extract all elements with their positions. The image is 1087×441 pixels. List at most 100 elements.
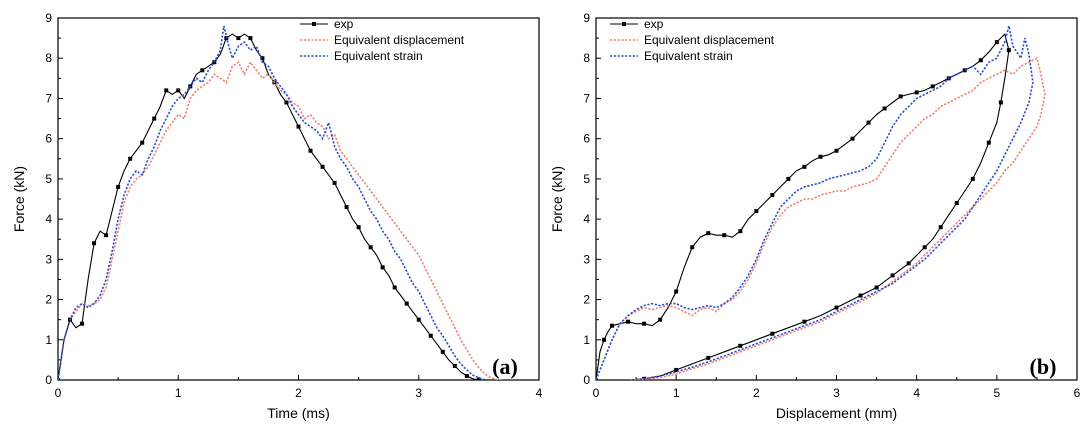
series-marker [898,94,903,99]
series-marker [332,180,337,185]
panel-label: (a) [492,354,518,379]
series-marker [452,363,457,368]
series-marker [802,319,807,324]
x-tick-label: 0 [593,386,600,400]
series-marker [834,148,839,153]
series-marker [938,225,943,230]
series-marker [248,36,253,41]
series-marker [658,317,663,322]
x-tick-label: 3 [415,386,422,400]
series-marker [802,164,807,169]
series-marker [610,323,615,328]
series-marker [356,225,361,230]
series-marker [296,124,301,129]
x-axis-label: Time (ms) [267,405,329,421]
series-marker [404,301,409,306]
y-tick-label: 5 [45,172,52,186]
panel-b-chart: 0 1 2 3 4 5 6 0 1 2 3 4 5 6 7 8 9 Displacement (mm) Force … [549,11,1081,421]
series-marker [834,305,839,310]
series-marker [706,231,711,236]
series-marker [164,88,169,93]
series-marker [874,285,879,290]
y-tick-label: 7 [583,91,590,105]
series-marker [674,367,679,372]
y-tick-label: 7 [45,91,52,105]
series-line-0 [58,33,480,380]
x-tick-label: 5 [993,386,1000,400]
series-marker [464,373,469,378]
series-marker [392,285,397,290]
series-marker [380,265,385,270]
series-marker [344,205,349,210]
series-marker [116,184,121,189]
y-tick-label: 1 [583,333,590,347]
legend-label: Equivalent displacement [334,33,465,47]
series-marker [128,156,133,161]
series-marker [104,233,109,238]
series-marker [970,176,975,181]
legend-marker [312,22,316,26]
x-tick-label: 4 [913,386,920,400]
series-marker [722,233,727,238]
y-tick-label: 8 [45,51,52,65]
series-marker [674,289,679,294]
x-tick-label: 2 [753,386,760,400]
plot-frame [595,17,1078,381]
series-marker [428,333,433,338]
y-axis-label: Force (kN) [549,166,565,232]
series-line-0 [596,33,1010,380]
x-tick-label: 0 [55,386,62,400]
series-marker [858,293,863,298]
y-tick-label: 5 [583,172,590,186]
series-marker [818,154,823,159]
panel-a-chart: 0 1 2 3 4 0 1 2 3 4 5 6 7 8 9 Time (ms) Force (kN) exp Equ… [11,11,543,421]
y-tick-label: 9 [583,11,590,25]
y-tick-label: 3 [45,252,52,266]
series-marker [140,140,145,145]
legend-label: exp [644,17,664,31]
series-marker [1006,48,1011,53]
series-marker [770,192,775,197]
x-tick-label: 1 [673,386,680,400]
series-marker [236,36,241,41]
legend-label: Equivalent strain [334,49,423,63]
y-tick-label: 1 [45,333,52,347]
series-marker [80,321,85,326]
series-marker [476,378,481,380]
series-marker [626,319,631,324]
panel-label: (b) [1030,354,1057,379]
series-marker [260,56,265,61]
series-marker [866,120,871,125]
x-tick-label: 4 [536,386,543,400]
series-marker [602,337,607,342]
legend-marker [622,22,626,26]
series-marker [642,321,647,326]
y-tick-label: 3 [583,252,590,266]
series-marker [882,106,887,111]
plot-frame [57,17,540,381]
y-tick-label: 2 [45,293,52,307]
series-marker [850,136,855,141]
y-tick-label: 0 [583,373,590,387]
y-tick-label: 4 [45,212,52,226]
x-tick-label: 1 [175,386,182,400]
x-axis-label: Displacement (mm) [776,405,897,421]
legend-label: Equivalent strain [644,49,733,63]
y-tick-label: 6 [45,132,52,146]
series-marker [914,90,919,95]
series-marker [200,68,205,73]
series-marker [978,58,983,63]
x-tick-label: 3 [833,386,840,400]
series-marker [738,229,743,234]
legend-label: Equivalent displacement [644,33,775,47]
y-tick-label: 2 [583,293,590,307]
series-line-2 [58,25,491,380]
series-marker [92,241,97,246]
series-marker [906,261,911,266]
series-line-2 [596,25,1034,380]
y-tick-label: 4 [583,212,590,226]
x-tick-label: 6 [1074,386,1081,400]
series-marker [770,331,775,336]
series-marker [320,164,325,169]
